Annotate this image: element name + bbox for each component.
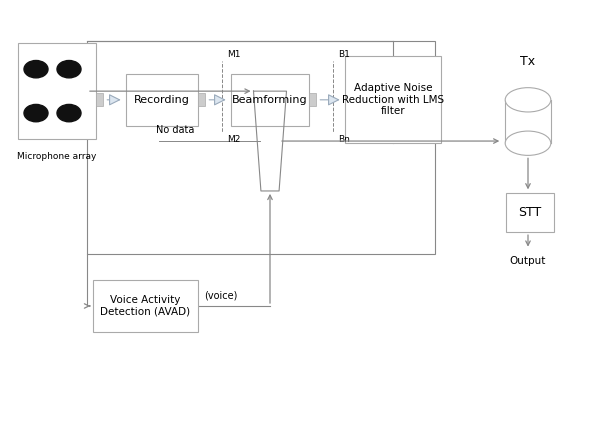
Text: (voice): (voice) (204, 290, 238, 300)
FancyBboxPatch shape (231, 74, 309, 126)
Ellipse shape (505, 131, 551, 155)
Text: STT: STT (518, 206, 541, 219)
FancyBboxPatch shape (93, 280, 198, 332)
Text: Beamforming: Beamforming (232, 95, 308, 105)
FancyBboxPatch shape (126, 74, 198, 126)
FancyBboxPatch shape (506, 193, 554, 232)
FancyBboxPatch shape (198, 93, 205, 106)
Text: Output: Output (510, 256, 546, 266)
Text: Recording: Recording (134, 95, 190, 105)
Circle shape (24, 60, 48, 78)
Text: Voice Activity
Detection (AVAD): Voice Activity Detection (AVAD) (100, 295, 191, 317)
Text: Microphone array: Microphone array (17, 152, 97, 161)
Ellipse shape (505, 88, 551, 112)
Text: M1: M1 (227, 49, 240, 59)
Text: Adaptive Noise
Reduction with LMS
filter: Adaptive Noise Reduction with LMS filter (342, 83, 444, 116)
FancyBboxPatch shape (18, 43, 96, 139)
FancyBboxPatch shape (96, 93, 103, 106)
Circle shape (57, 60, 81, 78)
FancyBboxPatch shape (309, 93, 316, 106)
Circle shape (24, 105, 48, 122)
Text: Bn: Bn (338, 135, 350, 144)
Text: B1: B1 (338, 49, 350, 59)
FancyBboxPatch shape (345, 56, 441, 143)
Circle shape (57, 105, 81, 122)
Text: Tx: Tx (520, 55, 536, 68)
Text: No data: No data (156, 125, 194, 135)
Text: M2: M2 (227, 135, 240, 144)
